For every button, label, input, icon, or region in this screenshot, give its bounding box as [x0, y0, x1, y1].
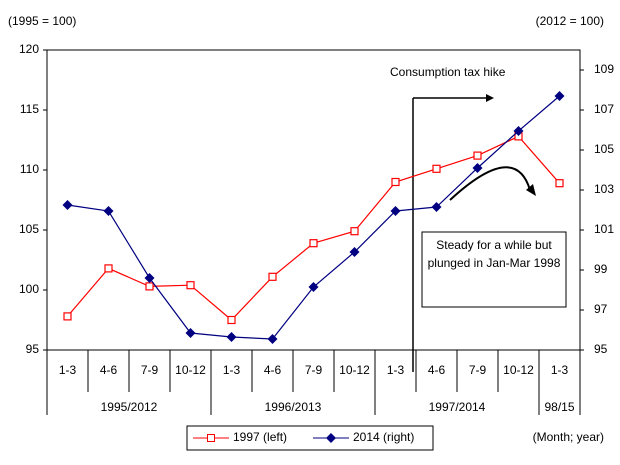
- point: [308, 282, 319, 292]
- x-tick-label: 4-6: [100, 363, 118, 377]
- x-group-label: 1995/2012: [101, 400, 158, 414]
- x-tick-label: 4-6: [264, 363, 282, 377]
- y2-tick-label: 101: [594, 222, 614, 236]
- point: [554, 91, 565, 101]
- x-tick-label: 10-12: [339, 363, 370, 377]
- point: [432, 164, 441, 173]
- x-note: (Month; year): [533, 430, 604, 444]
- x-group-label: 98/15: [544, 400, 574, 414]
- legend-label: 1997 (left): [233, 430, 287, 444]
- point: [186, 281, 195, 290]
- point: [513, 126, 524, 136]
- curved-arrow: [449, 166, 531, 201]
- point: [63, 312, 72, 321]
- point: [349, 247, 360, 257]
- point: [555, 179, 564, 188]
- point: [390, 206, 401, 216]
- point: [473, 151, 482, 160]
- point: [103, 206, 114, 216]
- y2-tick-label: 109: [594, 62, 614, 76]
- x-group-label: 1997/2014: [429, 400, 486, 414]
- y2-tick-label: 99: [594, 262, 608, 276]
- legend-marker: [326, 433, 336, 443]
- point: [104, 264, 113, 273]
- y-tick-label: 95: [26, 342, 40, 356]
- y2-tick-label: 107: [594, 102, 614, 116]
- point: [145, 282, 154, 291]
- plot-frame: [46, 49, 581, 351]
- y-tick-label: 115: [20, 102, 39, 116]
- x-tick-label: 4-6: [428, 363, 446, 377]
- point: [431, 202, 442, 212]
- point: [227, 315, 236, 325]
- x-tick-label: 7-9: [469, 363, 487, 377]
- annotation-box: [421, 231, 567, 308]
- annotation-box-text: Steady for a while but plunged in Jan-Ma…: [427, 238, 561, 270]
- legend: [186, 425, 434, 451]
- y2-tick-label: 97: [594, 302, 608, 316]
- y-tick-label: 100: [19, 282, 39, 296]
- point: [267, 334, 278, 344]
- point: [309, 239, 318, 248]
- x-tick-label: 7-9: [305, 363, 323, 377]
- point: [62, 200, 73, 210]
- point: [144, 273, 155, 283]
- annotation: Consumption tax hike: [390, 65, 506, 79]
- point: [185, 328, 196, 338]
- y-tick-label: 120: [19, 42, 39, 56]
- x-tick-label: 1-3: [59, 363, 77, 377]
- arrow-head: [486, 94, 494, 102]
- y2-tick-label: 95: [594, 342, 608, 356]
- point: [226, 332, 237, 342]
- point: [391, 177, 400, 187]
- point: [350, 227, 359, 236]
- y2-tick-label: 105: [594, 142, 614, 156]
- point: [472, 163, 483, 173]
- legend-label: 2014 (right): [353, 430, 414, 444]
- x-group-label: 1996/2013: [265, 400, 322, 414]
- x-tick-label: 7-9: [141, 363, 159, 377]
- x-tick-label: 1-3: [387, 363, 405, 377]
- annotation: Steady for a while but plunged in Jan-Ma…: [427, 238, 561, 270]
- y-tick-label: 105: [19, 222, 39, 236]
- x-tick-label: 10-12: [175, 363, 206, 377]
- y-axis-label: (1995 = 100): [8, 14, 76, 28]
- x-tick-label: 10-12: [503, 363, 534, 377]
- y2-tick-label: 103: [594, 182, 614, 196]
- x-tick-label: 1-3: [223, 363, 241, 377]
- y-tick-label: 110: [20, 162, 39, 176]
- point: [268, 272, 277, 281]
- y2-axis-label: (2012 = 100): [536, 14, 604, 28]
- legend-marker: [207, 434, 215, 442]
- arrow-head: [526, 184, 536, 196]
- x-tick-label: 1-3: [551, 363, 569, 377]
